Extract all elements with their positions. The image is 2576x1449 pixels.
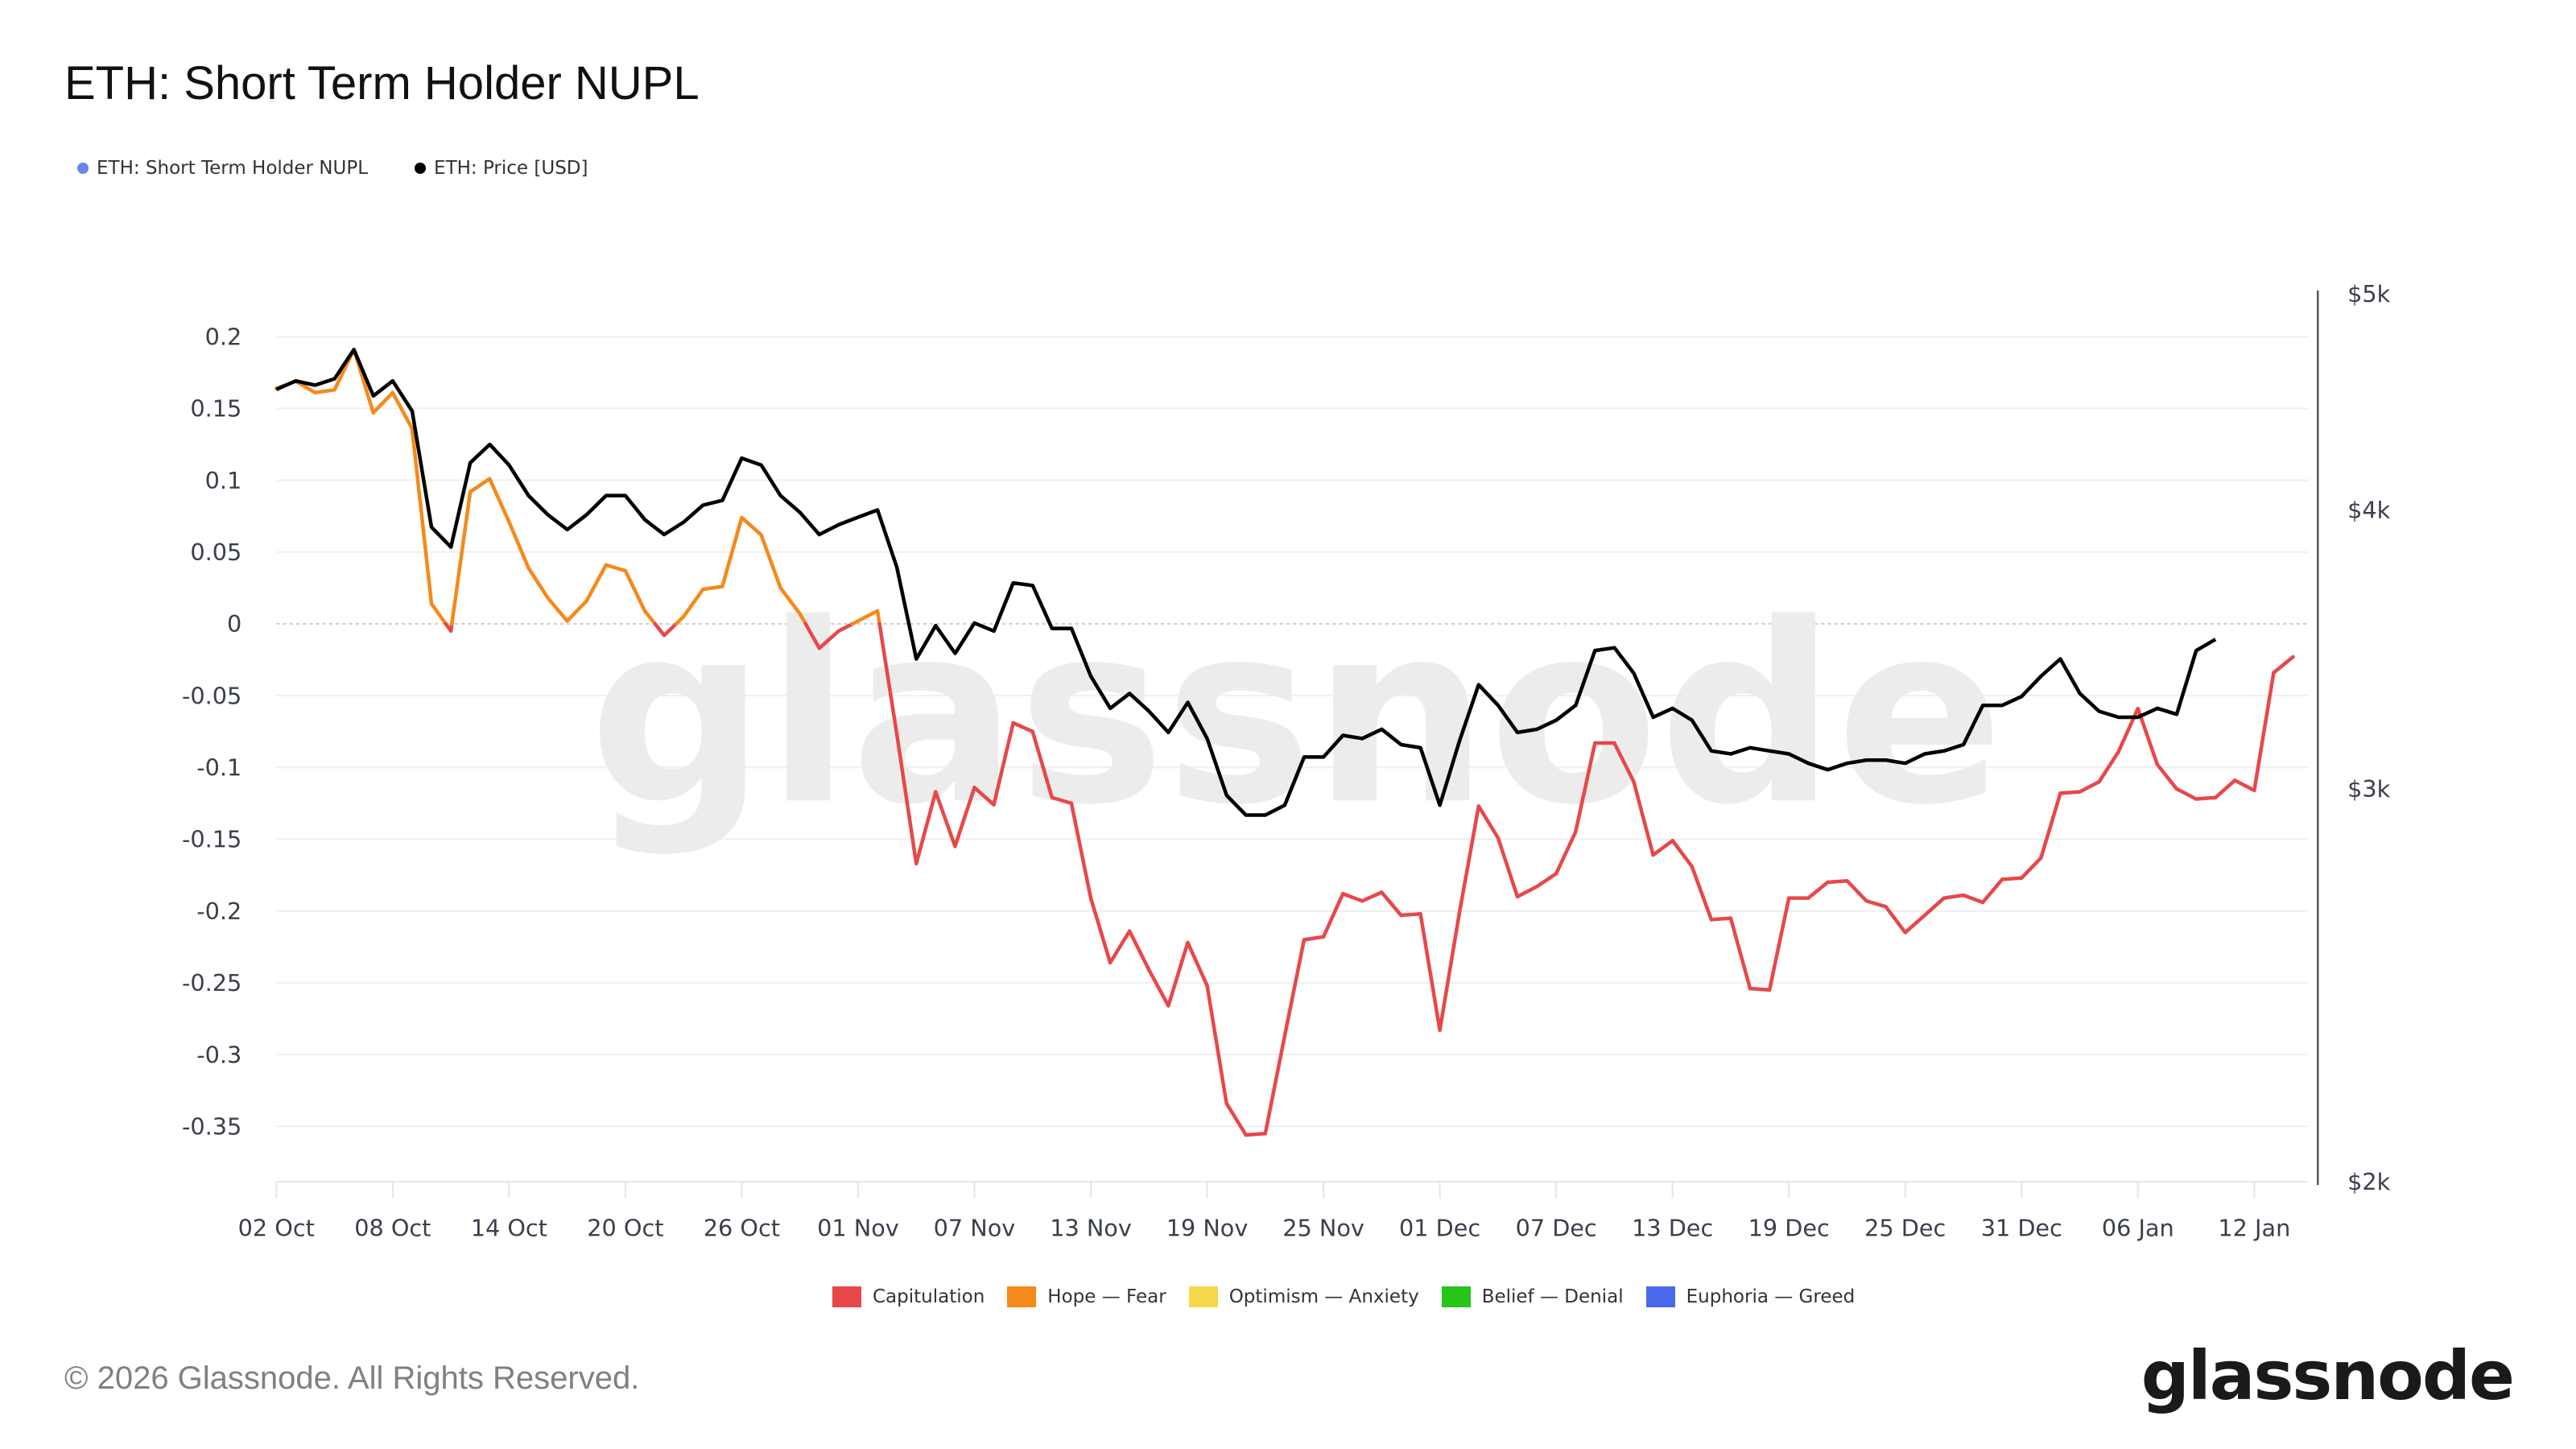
y-tick-label: 0.15 (190, 395, 242, 423)
x-tick-label: 19 Dec (1748, 1215, 1830, 1242)
x-tick-label: 02 Oct (238, 1215, 315, 1242)
hope-fear-swatch-icon (1007, 1286, 1037, 1307)
zone-label: Hope — Fear (1047, 1286, 1166, 1307)
legend-dot-icon (415, 163, 427, 174)
zone-label: Belief — Denial (1481, 1286, 1624, 1307)
legend-dot-icon (77, 163, 89, 174)
x-tick-label: 13 Dec (1632, 1215, 1713, 1242)
zone-label: Optimism — Anxiety (1228, 1286, 1419, 1307)
left-axis-labels: 0.2 0.15 0.1 0.05 0 -0.05 -0.1 -0.15 -0.2 -0.25 -0… (182, 323, 242, 1140)
glassnode-logo: glassnode (2140, 1336, 2515, 1415)
zone-legend-belief-denial[interactable]: Belief — Denial (1441, 1286, 1624, 1307)
nupl-line (275, 348, 2295, 1137)
y-tick-label: -0.15 (182, 826, 242, 853)
x-tick-label: 14 Oct (471, 1215, 547, 1242)
y-tick-label: 0.05 (190, 539, 242, 566)
copyright-text: © 2026 Glassnode. All Rights Reserved. (64, 1360, 640, 1396)
y-tick-label: 0 (227, 610, 242, 638)
x-tick-label: 13 Nov (1050, 1215, 1132, 1242)
x-tick-label: 08 Oct (354, 1215, 431, 1242)
zone-legend-capitulation[interactable]: Capitulation (832, 1286, 985, 1307)
y-tick-label: -0.2 (196, 898, 242, 925)
y-tick-label: -0.35 (182, 1113, 242, 1140)
right-axis-labels: $5k $4k $3k $2k (2347, 280, 2391, 1195)
zone-legend: Capitulation Hope — Fear Optimism — Anxi… (832, 1286, 1855, 1307)
x-tick-label: 31 Dec (1981, 1215, 2062, 1242)
x-tick-label: 12 Jan (2218, 1215, 2290, 1242)
x-tick-label: 01 Nov (817, 1215, 899, 1242)
x-tick-label: 07 Dec (1516, 1215, 1597, 1242)
x-tick-label: 06 Jan (2102, 1215, 2174, 1242)
zone-label: Euphoria — Greed (1686, 1286, 1856, 1307)
watermark: glassnode (588, 571, 2004, 859)
zone-legend-euphoria-greed[interactable]: Euphoria — Greed (1645, 1286, 1856, 1307)
legend-label: ETH: Price [USD] (434, 158, 588, 179)
legend-item-price[interactable]: ETH: Price [USD] (415, 158, 588, 179)
y-tick-label: 0.2 (205, 323, 242, 350)
x-tick-label: 25 Dec (1864, 1215, 1946, 1242)
zone-legend-optimism-anxiety[interactable]: Optimism — Anxiety (1188, 1286, 1419, 1307)
x-tick-label: 07 Nov (934, 1215, 1016, 1242)
zone-label: Capitulation (873, 1286, 985, 1307)
x-tick-label: 25 Nov (1282, 1215, 1364, 1242)
x-tick-label: 20 Oct (587, 1215, 663, 1242)
y-tick-label: -0.1 (196, 754, 242, 782)
optimism-anxiety-swatch-icon (1188, 1286, 1218, 1307)
price-tick-label: $3k (2347, 775, 2391, 803)
belief-denial-swatch-icon (1441, 1286, 1471, 1307)
legend-label: ETH: Short Term Holder NUPL (97, 158, 369, 179)
price-tick-label: $5k (2347, 280, 2391, 308)
price-tick-label: $4k (2347, 497, 2391, 524)
zone-legend-hope-fear[interactable]: Hope — Fear (1007, 1286, 1166, 1307)
x-tick-label: 26 Oct (704, 1215, 780, 1242)
series-legend: ETH: Short Term Holder NUPL ETH: Price [… (77, 158, 588, 179)
euphoria-greed-swatch-icon (1645, 1286, 1675, 1307)
x-tick-label: 01 Dec (1399, 1215, 1480, 1242)
gridlines (275, 336, 2308, 1199)
y-tick-label: -0.05 (182, 682, 242, 709)
y-tick-label: -0.25 (182, 969, 242, 997)
legend-item-nupl[interactable]: ETH: Short Term Holder NUPL (77, 158, 368, 179)
price-tick-label: $2k (2347, 1168, 2391, 1195)
capitulation-swatch-icon (832, 1286, 861, 1307)
y-tick-label: 0.1 (205, 467, 242, 494)
x-axis-labels: 02 Oct 08 Oct 14 Oct 20 Oct 26 Oct 01 Nov 07 N… (238, 1215, 2291, 1242)
price-line (275, 347, 2217, 817)
chart-title: ETH: Short Term Holder NUPL (64, 57, 700, 109)
x-tick-label: 19 Nov (1166, 1215, 1249, 1242)
y-tick-label: -0.3 (196, 1041, 242, 1068)
